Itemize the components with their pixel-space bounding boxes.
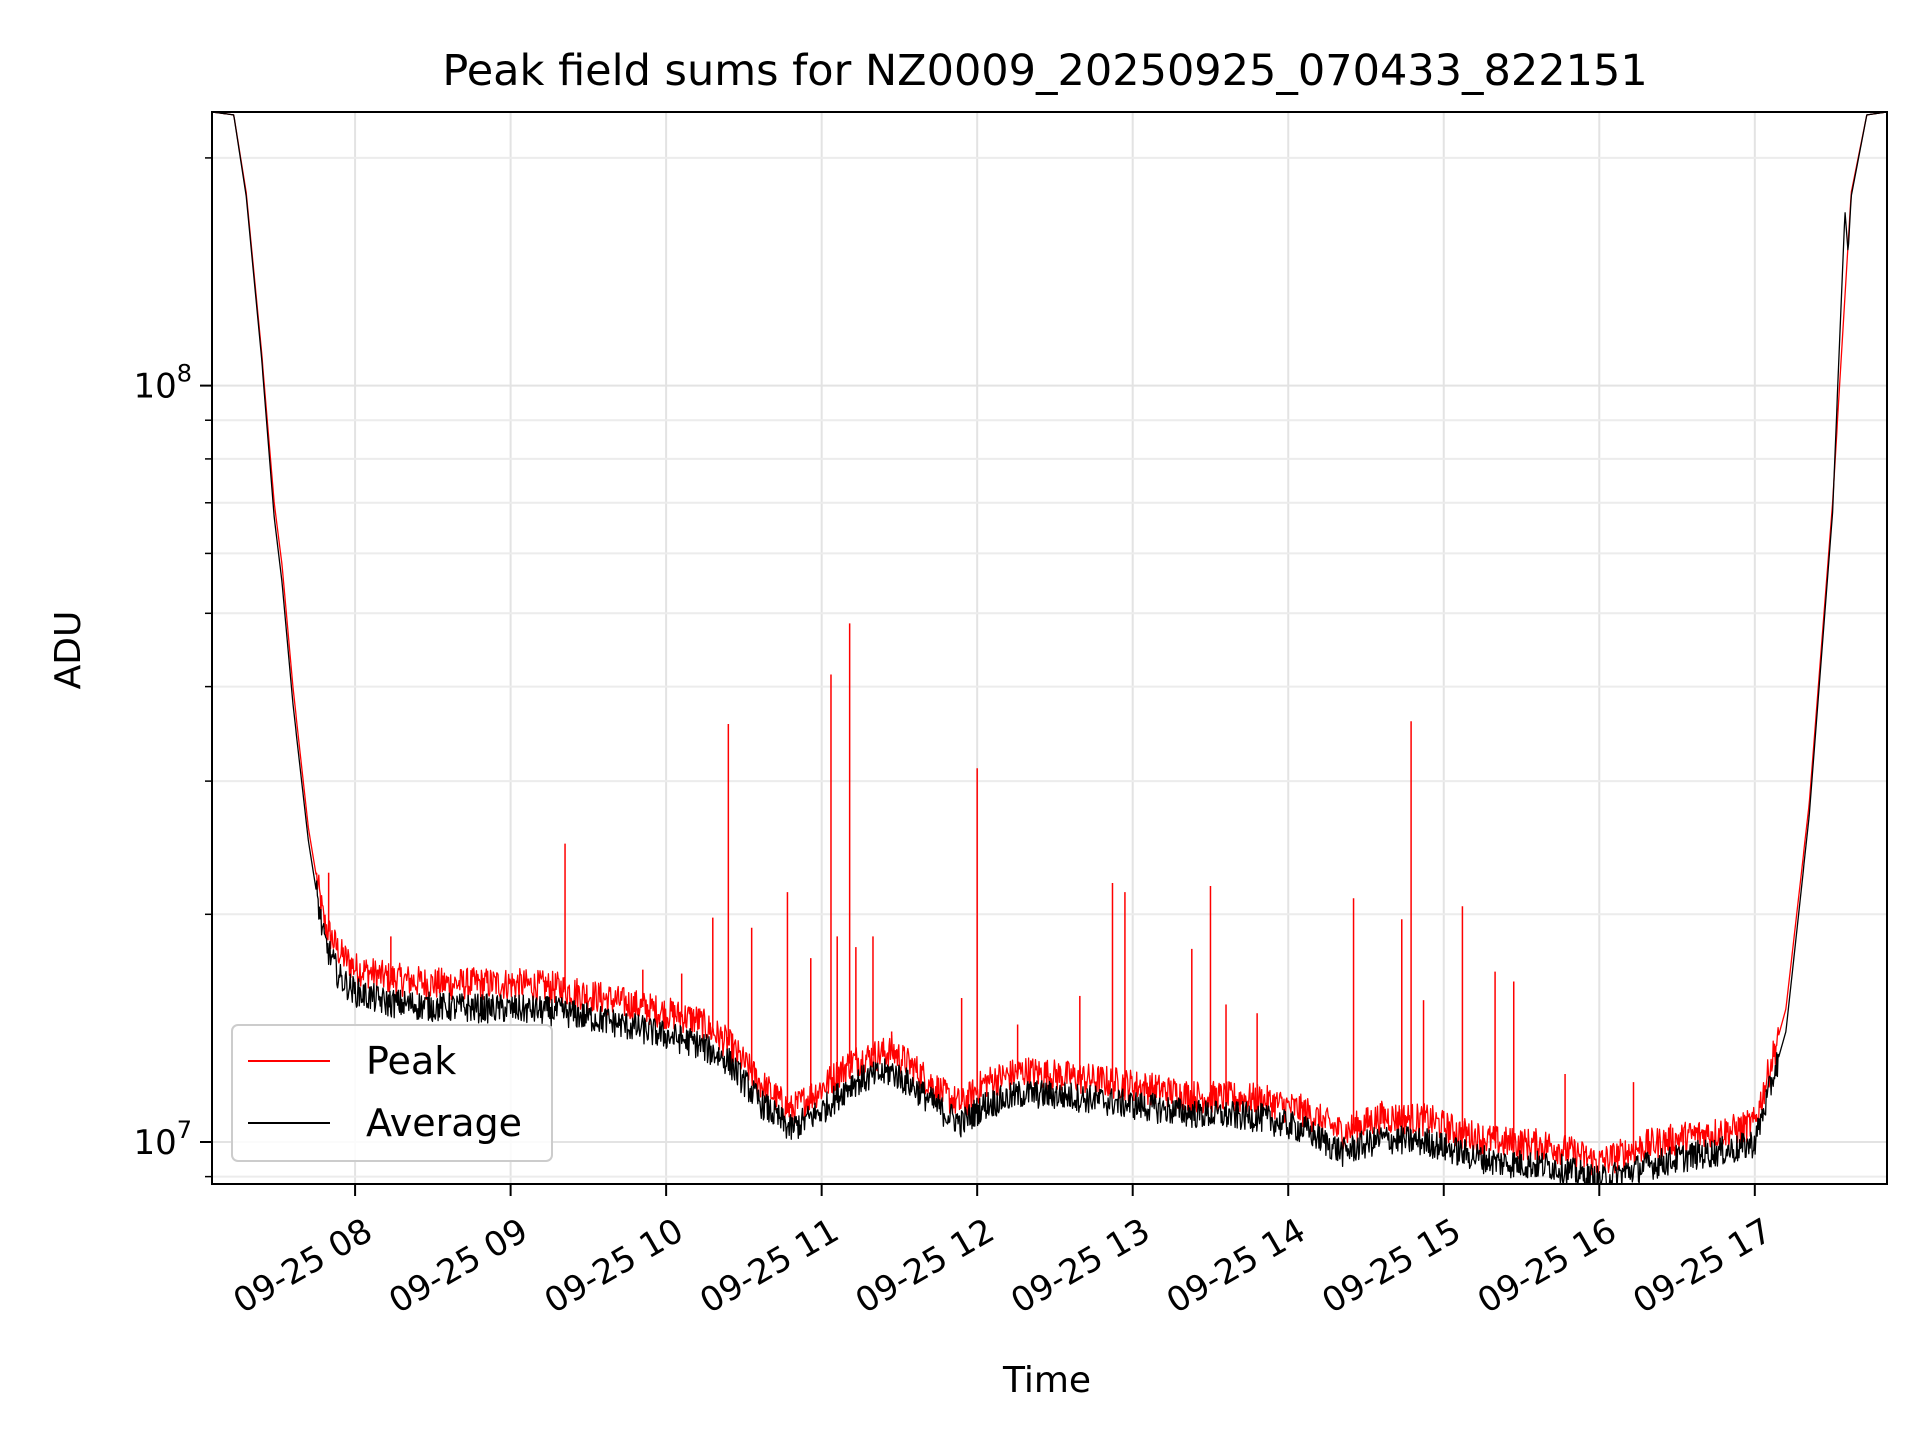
legend: Peak Average: [231, 1024, 553, 1162]
legend-label-peak: Peak: [366, 1039, 456, 1083]
legend-label-average: Average: [366, 1101, 522, 1145]
y-tick-label: 107: [133, 1116, 192, 1163]
grid-layer: [212, 112, 1887, 1184]
x-axis-title: Time: [1002, 1360, 1091, 1401]
y-tick-label-exponent: 7: [177, 1116, 192, 1144]
y-tick-label-base: 10: [133, 1123, 176, 1163]
y-tick-label-exponent: 8: [177, 360, 192, 388]
plot-frame: [211, 111, 1888, 1185]
y-tick-label: 108: [133, 360, 192, 407]
legend-box: [231, 1024, 553, 1162]
y-axis-title: ADU: [48, 611, 89, 690]
chart-title: Peak field sums for NZ0009_20250925_0704…: [442, 46, 1647, 96]
plot-layer: [212, 112, 1887, 1184]
y-tick-label-base: 10: [133, 367, 176, 407]
series-line-average: [212, 112, 1887, 1184]
